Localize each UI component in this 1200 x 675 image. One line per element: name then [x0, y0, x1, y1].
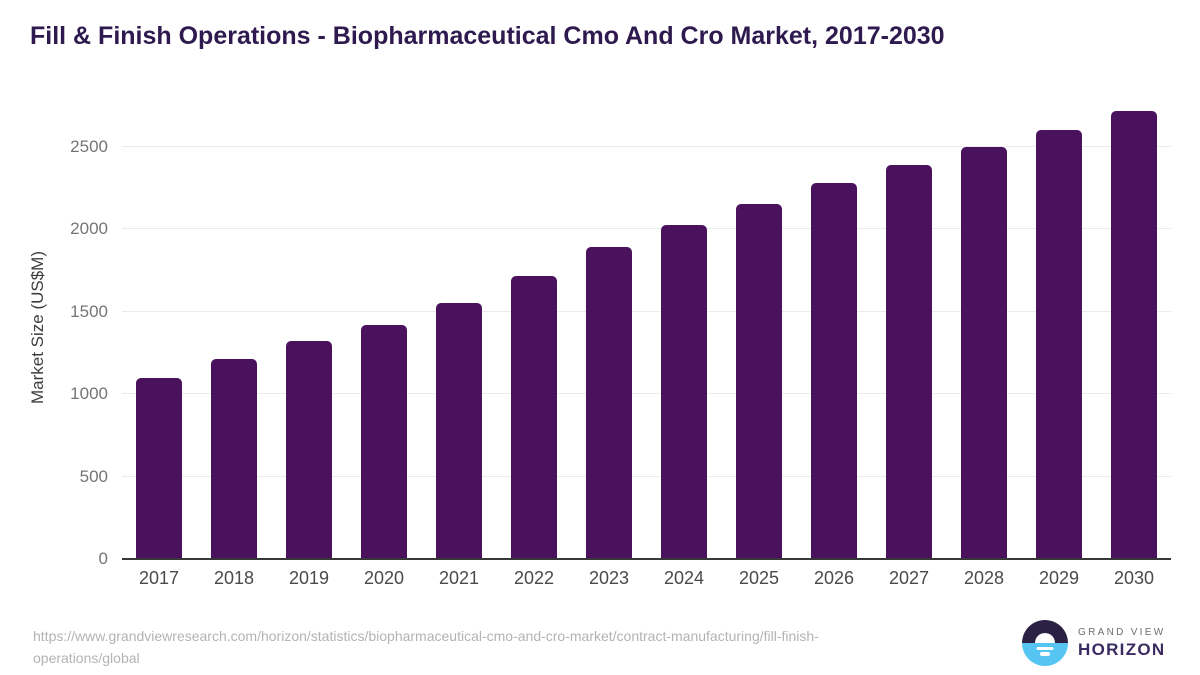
gridline-500: [122, 475, 1171, 477]
logo-brand-bottom: HORIZON: [1078, 639, 1166, 659]
grand-view-horizon-logo: GRAND VIEW HORIZON: [1022, 620, 1165, 666]
bar-2019: [286, 341, 332, 559]
source-url: https://www.grandviewresearch.com/horizo…: [33, 625, 819, 669]
x-tick-label-2020: 2020: [363, 568, 405, 588]
horizon-sun-arch: [1035, 633, 1055, 643]
x-tick-label-2028: 2028: [963, 568, 1005, 588]
bar-2018: [211, 359, 257, 559]
horizon-sun-icon: [1022, 620, 1068, 666]
x-tick-label-2018: 2018: [213, 568, 255, 588]
horizon-line-narrow: [1040, 652, 1050, 656]
y-tick-label-0: 0: [98, 549, 108, 568]
bar-2025: [736, 204, 782, 559]
x-tick-label-2022: 2022: [513, 568, 555, 588]
gridline-1000: [122, 393, 1171, 394]
gridline-2000: [122, 228, 1171, 229]
bar-2028: [961, 146, 1007, 559]
bar-2024: [661, 224, 707, 559]
bar-2026: [811, 182, 857, 559]
chart-title: Fill & Finish Operations - Biopharmaceut…: [30, 22, 945, 50]
y-tick-label-1500: 1500: [70, 301, 108, 321]
bar-2017: [136, 377, 182, 559]
y-tick-label-2000: 2000: [70, 219, 108, 238]
x-tick-label-2026: 2026: [813, 568, 855, 588]
x-tick-label-2027: 2027: [888, 568, 930, 588]
y-tick-label-500: 500: [79, 466, 108, 486]
source-url-line-1: https://www.grandviewresearch.com/horizo…: [33, 628, 819, 644]
x-tick-label-2017: 2017: [138, 568, 180, 588]
horizon-line-wide: [1036, 646, 1054, 650]
x-tick-label-2025: 2025: [738, 568, 780, 588]
x-tick-label-2021: 2021: [438, 568, 480, 588]
y-axis-ticks: 0 500 1000 1500 2000 2500: [30, 97, 108, 569]
bars-row: [122, 97, 1171, 559]
x-tick-label-2030: 2030: [1113, 568, 1155, 588]
bar-2029: [1036, 130, 1082, 559]
logo-text: GRAND VIEW HORIZON: [1078, 627, 1165, 660]
bar-2027: [886, 164, 932, 559]
y-tick-label-2500: 2500: [70, 136, 108, 156]
source-url-line-2: operations/global: [33, 650, 140, 666]
x-axis-ticks: 2017 2018 2019 2020 2021 2022 2023 2024 2025 2026…: [122, 568, 1171, 589]
bar-2030: [1111, 111, 1157, 559]
x-tick-label-2024: 2024: [663, 568, 705, 588]
plot-area: [122, 97, 1171, 560]
x-tick-label-2029: 2029: [1038, 568, 1080, 588]
x-axis-line: [122, 558, 1171, 560]
y-tick-label-1000: 1000: [70, 384, 108, 403]
bar-2023: [586, 247, 632, 559]
x-tick-label-2023: 2023: [588, 568, 630, 588]
x-tick-label-2019: 2019: [288, 568, 330, 588]
gridline-2500: [122, 145, 1171, 147]
bar-2020: [361, 324, 407, 559]
gridline-1500: [122, 310, 1171, 312]
logo-brand-top: GRAND VIEW: [1078, 626, 1166, 638]
bar-2022: [511, 276, 557, 559]
bar-2021: [436, 303, 482, 559]
